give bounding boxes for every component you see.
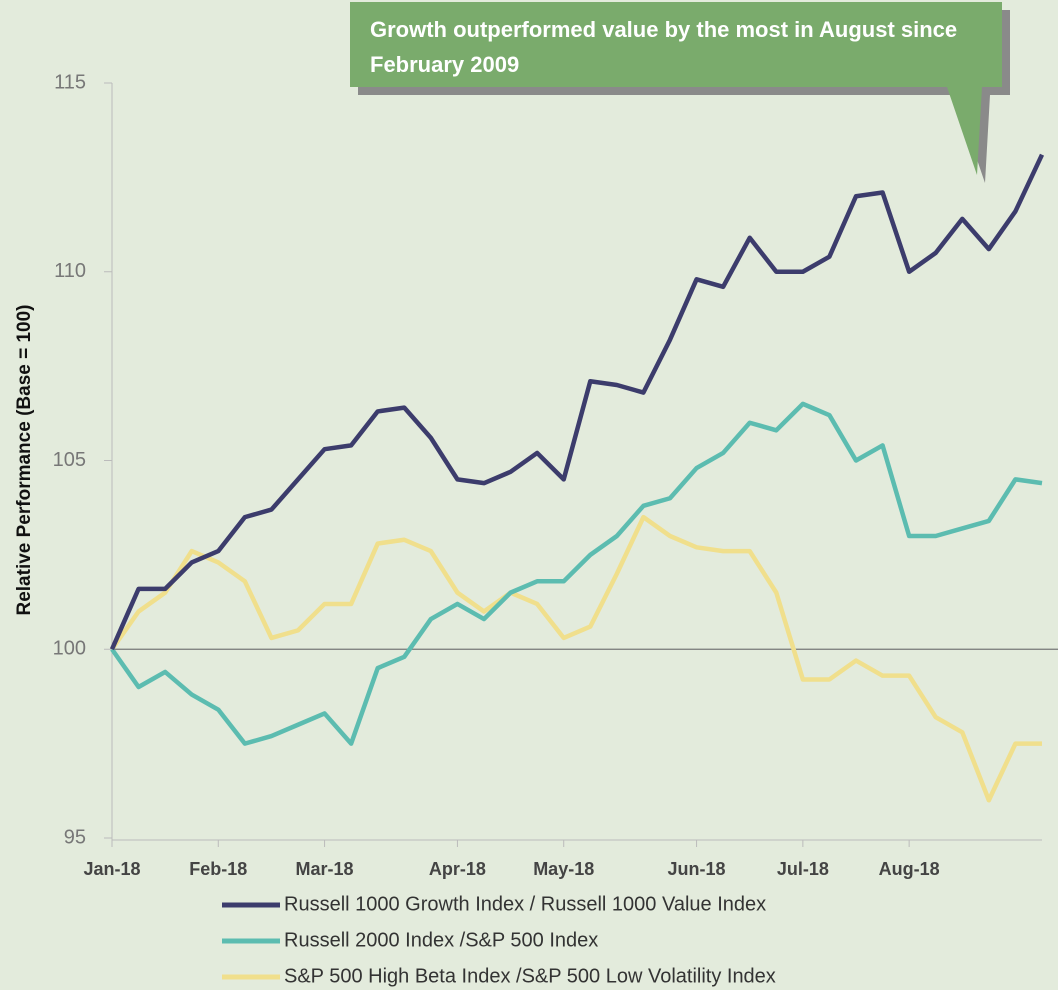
x-tick-label: May-18 xyxy=(533,859,594,879)
y-tick-label: 115 xyxy=(54,71,86,93)
annotation: Growth outperformed value by the most in… xyxy=(370,17,958,77)
x-tick-label: Apr-18 xyxy=(429,859,486,879)
legend-label: Russell 2000 Index /S&P 500 Index xyxy=(284,929,598,951)
legend-label: S&P 500 High Beta Index /S&P 500 Low Vol… xyxy=(284,965,776,987)
y-tick-label: 105 xyxy=(53,449,86,471)
series-line xyxy=(110,514,1042,803)
y-axis-label: Relative Performance (Base = 100) xyxy=(14,304,35,615)
series-line xyxy=(109,153,1045,651)
x-tick-label: Jun-18 xyxy=(668,859,726,879)
x-tick-label: Jan-18 xyxy=(83,859,140,879)
x-tick-label: Feb-18 xyxy=(189,859,247,879)
x-tick-label: Mar-18 xyxy=(296,859,354,879)
y-tick-label: 100 xyxy=(53,638,86,660)
x-tick-label: Aug-18 xyxy=(879,859,940,879)
legend-label: Russell 1000 Growth Index / Russell 1000… xyxy=(284,893,766,915)
series-line xyxy=(110,401,1043,746)
y-tick-label: 110 xyxy=(54,260,86,282)
callout xyxy=(350,2,1002,175)
x-tick-label: Jul-18 xyxy=(777,859,829,879)
y-tick-label: 95 xyxy=(64,826,86,848)
